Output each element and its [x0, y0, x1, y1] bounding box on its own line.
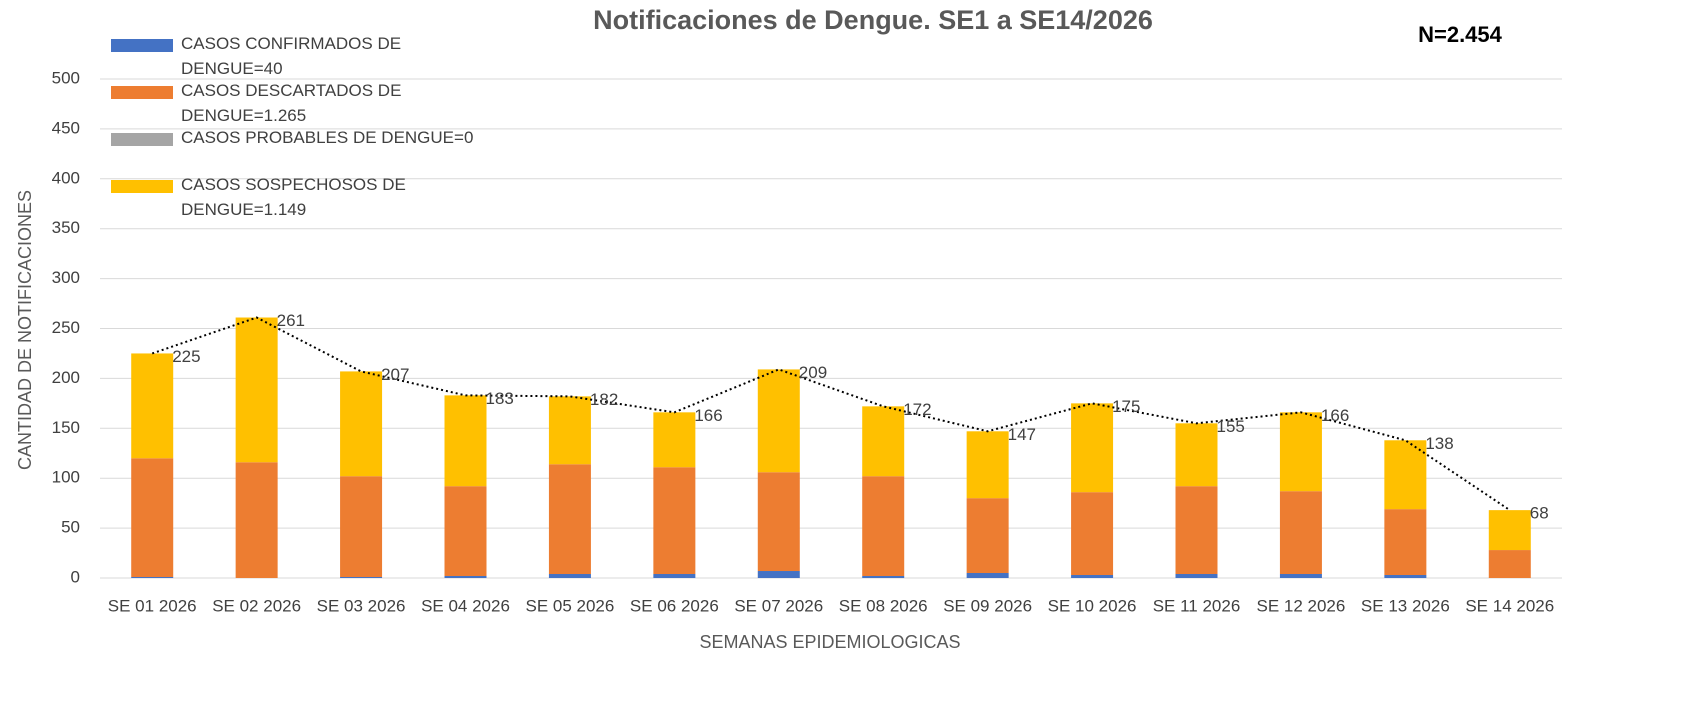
bar-segment: [1384, 440, 1427, 510]
x-tick-label: SE 06 2026: [630, 596, 719, 615]
data-label: 209: [799, 363, 827, 382]
legend-label: CASOS CONFIRMADOS DE DENGUE=40: [181, 34, 401, 78]
bar-segment: [131, 458, 174, 578]
y-tick-label: 50: [61, 518, 80, 537]
total-line: [151, 316, 1511, 511]
bar-segment: [966, 431, 1009, 499]
annotation: N=2.454: [1418, 22, 1503, 47]
legend-label: CASOS DESCARTADOS DE DENGUE=1.265: [181, 81, 401, 125]
x-tick-label: SE 01 2026: [108, 596, 197, 615]
bar-segment: [1384, 575, 1427, 578]
y-tick-label: 400: [52, 168, 80, 187]
x-tick-label: SE 07 2026: [734, 596, 823, 615]
data-label: 68: [1530, 504, 1549, 523]
y-tick-label: 500: [52, 68, 80, 87]
x-tick-label: SE 03 2026: [317, 596, 406, 615]
bar-segment: [966, 573, 1009, 578]
data-label: 207: [381, 365, 409, 384]
x-tick-label: SE 11 2026: [1153, 596, 1241, 615]
bar-segment: [235, 317, 278, 463]
bar-segment: [548, 464, 591, 575]
data-label: 155: [1217, 417, 1245, 436]
bar-segment: [548, 574, 591, 578]
data-label: 166: [1321, 406, 1349, 425]
bar-segment: [653, 467, 696, 575]
bar-segment: [757, 472, 800, 572]
bar-segment: [444, 486, 487, 577]
bar-segment: [1071, 403, 1114, 493]
bar-segment: [131, 577, 174, 578]
y-tick-label: 200: [52, 368, 80, 387]
bar-segment: [653, 574, 696, 578]
bar-segment: [862, 406, 905, 477]
bar-segment: [653, 412, 696, 468]
y-tick-label: 100: [52, 468, 80, 487]
data-label: 147: [1008, 425, 1036, 444]
bar-segment: [1279, 574, 1322, 578]
bar-segment: [340, 371, 383, 477]
legend-label: CASOS SOSPECHOSOS DE DENGUE=1.149: [181, 175, 406, 219]
y-tick-label: 0: [71, 567, 80, 586]
y-tick-label: 350: [52, 218, 80, 237]
x-tick-label: SE 13 2026: [1361, 596, 1450, 615]
grid: [100, 78, 1562, 579]
bar-segment: [235, 462, 278, 578]
y-tick-label: 450: [52, 118, 80, 137]
y-tick-label: 300: [52, 268, 80, 287]
data-label: 166: [694, 406, 722, 425]
bar-segment: [340, 476, 383, 578]
bar-segment: [1384, 509, 1427, 576]
data-label: 175: [1112, 397, 1140, 416]
legend-swatch: [111, 86, 173, 99]
data-label: 225: [172, 347, 200, 366]
y-axis-label: CANTIDAD DE NOTIFICACIONES: [15, 190, 35, 470]
bar-segment: [757, 571, 800, 578]
bar-segment: [340, 577, 383, 578]
x-tick-label: SE 04 2026: [421, 596, 510, 615]
bar-segment: [862, 476, 905, 577]
legend-swatch: [111, 39, 173, 52]
x-tick-label: SE 08 2026: [839, 596, 928, 615]
bar-segment: [862, 576, 905, 578]
legend-swatch: [111, 180, 173, 193]
chart-title: Notificaciones de Dengue. SE1 a SE14/202…: [593, 5, 1153, 35]
x-tick-label: SE 05 2026: [525, 596, 614, 615]
x-tick-label: SE 02 2026: [212, 596, 301, 615]
data-label: 172: [903, 400, 931, 419]
bar-segment: [444, 576, 487, 578]
bar-segment: [1071, 575, 1114, 578]
bar-segment: [1071, 492, 1114, 576]
y-tick-label: 150: [52, 418, 80, 437]
bar-segment: [1279, 412, 1322, 492]
legend-label: CASOS PROBABLES DE DENGUE=0: [181, 128, 473, 147]
bar-segment: [1175, 486, 1218, 575]
bar-segment: [1175, 423, 1218, 487]
bar-segment: [1279, 491, 1322, 575]
legend-swatch: [111, 133, 173, 146]
bar-segment: [1175, 574, 1218, 578]
bar-segment: [1488, 510, 1531, 551]
bar-segment: [131, 353, 174, 459]
bar-segment: [444, 395, 487, 487]
bar-segment: [966, 498, 1009, 574]
x-tick-label: SE 14 2026: [1465, 596, 1554, 615]
y-tick-label: 250: [52, 318, 80, 337]
bar-segment: [757, 369, 800, 473]
data-label: 182: [590, 390, 618, 409]
data-label: 183: [486, 389, 514, 408]
x-tick-label: SE 12 2026: [1256, 596, 1345, 615]
x-tick-label: SE 09 2026: [943, 596, 1032, 615]
x-axis-label: SEMANAS EPIDEMIOLOGICAS: [699, 632, 960, 652]
bar-segment: [548, 396, 591, 465]
x-tick-label: SE 10 2026: [1048, 596, 1137, 615]
bar-segment: [1488, 550, 1531, 578]
data-label: 138: [1425, 434, 1453, 453]
data-label: 261: [277, 311, 305, 330]
